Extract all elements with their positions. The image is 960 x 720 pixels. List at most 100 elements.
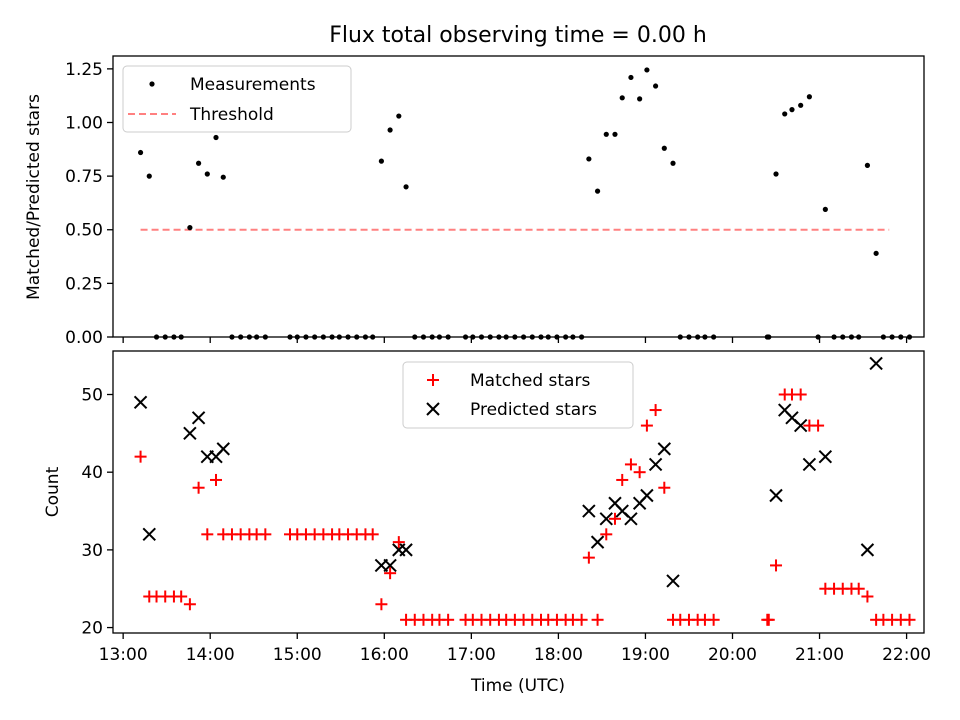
matched-star-point <box>392 536 405 549</box>
measurement-point <box>204 171 210 177</box>
predicted-star-point <box>183 426 197 441</box>
top-y-tick-label: 0.75 <box>65 167 103 187</box>
measurement-point <box>873 250 879 256</box>
measurement-point <box>586 156 592 162</box>
matched-star-point <box>640 419 653 432</box>
measurement-point <box>789 107 795 113</box>
matched-star-point <box>861 590 874 603</box>
measurement-point <box>146 173 152 179</box>
top-y-tick-label: 0.50 <box>65 221 103 241</box>
measurement-point <box>387 127 393 133</box>
bottom-x-tick-label: 20:00 <box>708 645 757 665</box>
predicted-star-point <box>590 535 605 549</box>
bottom-y-tick-label: 20 <box>81 619 103 639</box>
top-y-axis-label: Matched/Predicted stars <box>24 94 44 300</box>
predicted-star-point <box>142 527 156 542</box>
measurement-point <box>594 188 601 194</box>
measurement-point <box>806 94 812 100</box>
predicted-star-point <box>599 512 613 526</box>
matched-star-point <box>259 528 272 541</box>
measurement-point <box>782 111 788 117</box>
measurement-point <box>773 171 779 177</box>
top-y-tick-label: 1.00 <box>65 113 103 133</box>
matched-star-point <box>384 567 397 580</box>
measurement-point <box>220 174 226 180</box>
predicted-star-point <box>399 543 413 557</box>
predicted-star-point <box>793 418 808 433</box>
bottom-y-axis: 20 30 40 50 <box>81 386 113 639</box>
bottom-y-tick-label: 50 <box>81 386 103 406</box>
matched-star-point <box>442 613 455 626</box>
bottom-x-tick-label: 18:00 <box>534 645 583 665</box>
measurement-point <box>378 158 384 164</box>
measurement-point <box>661 145 667 151</box>
top-y-axis: 0.00 0.25 0.50 0.75 1.00 1.25 <box>65 60 113 348</box>
top-y-tick-label: 1.25 <box>65 60 103 80</box>
bottom-y-tick-label: 30 <box>81 541 103 561</box>
matched-star-point <box>366 528 379 541</box>
measurement-point <box>670 160 676 166</box>
top-y-tick-label: 0.25 <box>65 274 103 294</box>
matched-star-point <box>794 388 807 401</box>
matched-star-point <box>903 613 916 626</box>
matched-star-point <box>633 466 646 479</box>
bottom-axes-frame <box>112 350 925 634</box>
matched-star-point <box>649 404 662 417</box>
measurement-point <box>798 102 804 108</box>
measurement-point <box>187 225 193 231</box>
matched-star-point <box>134 450 147 463</box>
predicted-star-point <box>383 558 397 573</box>
bottom-x-tick-label: 19:00 <box>621 645 670 665</box>
predicted-star-point <box>657 442 672 456</box>
bottom-x-tick-label: 22:00 <box>882 645 931 665</box>
predicted-star-point <box>802 457 817 472</box>
measurement-point <box>396 113 402 119</box>
matched-star-point <box>812 419 825 432</box>
bottom-plot-area <box>133 356 916 626</box>
bottom-legend: Matched stars Predicted stars <box>402 361 634 429</box>
measurement-point <box>653 83 659 89</box>
legend-label-measurements: Measurements <box>190 75 316 95</box>
bottom-x-tick-label: 16:00 <box>360 645 409 665</box>
matched-star-point <box>707 613 720 626</box>
measurement-point <box>603 131 609 137</box>
predicted-star-point <box>191 411 206 425</box>
measurement-point <box>137 149 144 156</box>
matched-star-point <box>600 528 613 541</box>
top-plot-area <box>137 67 913 340</box>
bottom-y-axis-label: Count <box>43 466 63 517</box>
matched-star-point <box>591 613 604 626</box>
measurement-point <box>822 206 828 212</box>
matched-star-point <box>575 613 588 626</box>
bottom-x-tick-label: 21:00 <box>795 645 844 665</box>
measurement-point <box>619 95 625 101</box>
predicted-star-point <box>133 395 148 409</box>
measurement-point <box>195 160 202 166</box>
top-legend: Measurements Threshold <box>122 65 352 133</box>
matched-star-point <box>183 598 196 611</box>
bottom-legend-box <box>402 361 634 429</box>
matched-star-point <box>375 598 388 611</box>
matched-star-point <box>201 528 214 541</box>
matched-star-point <box>624 458 637 471</box>
top-y-tick-label: 0.00 <box>65 328 103 348</box>
legend-marker-predicted <box>426 402 440 416</box>
bottom-x-tick-label: 15:00 <box>273 645 322 665</box>
predicted-star-point <box>869 356 883 371</box>
predicted-star-point <box>769 488 783 503</box>
matched-star-point <box>582 551 595 564</box>
predicted-star-point <box>582 504 596 518</box>
matched-star-point <box>658 481 671 494</box>
measurement-point <box>213 134 219 141</box>
matched-star-point <box>210 473 223 486</box>
measurement-point <box>644 67 650 73</box>
measurement-point <box>403 184 409 190</box>
matched-star-point <box>616 473 629 486</box>
bottom-x-tick-label: 17:00 <box>447 645 496 665</box>
predicted-star-point <box>666 574 680 588</box>
top-legend-box <box>122 65 352 133</box>
top-axes: 0.00 0.25 0.50 0.75 1.00 1.25 Matched/Predict… <box>24 55 925 348</box>
measurement-point <box>628 74 634 81</box>
